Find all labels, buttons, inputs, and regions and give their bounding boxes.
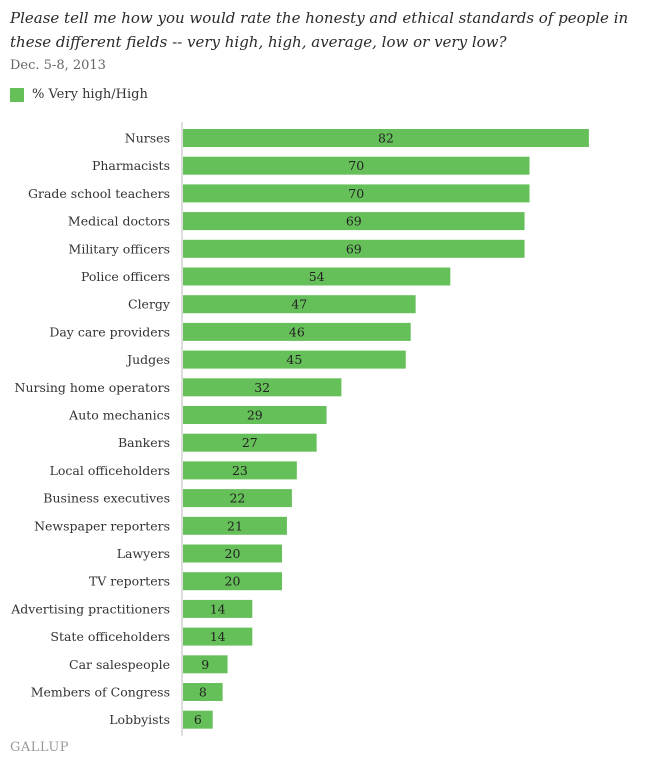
data-label: 23 xyxy=(232,463,248,478)
data-label: 20 xyxy=(225,574,241,589)
data-label: 46 xyxy=(289,324,305,339)
data-label: 14 xyxy=(210,601,226,616)
category-label: Members of Congress xyxy=(31,685,170,700)
data-label: 21 xyxy=(227,518,243,533)
category-label: Day care providers xyxy=(49,324,170,339)
bar xyxy=(183,516,287,535)
category-label: Military officers xyxy=(69,241,170,256)
bar xyxy=(183,129,589,147)
data-label: 47 xyxy=(291,297,307,312)
source-logo: GALLUP xyxy=(10,740,70,755)
bar xyxy=(183,378,342,397)
data-label: 8 xyxy=(199,685,207,700)
category-label: Nursing home operators xyxy=(15,380,171,395)
bar xyxy=(183,350,406,369)
bar xyxy=(183,406,327,424)
bar xyxy=(183,710,213,729)
data-label: 27 xyxy=(242,435,258,450)
category-label: Business executives xyxy=(43,491,170,506)
category-label: Medical doctors xyxy=(68,214,170,229)
bar xyxy=(183,212,525,231)
bar xyxy=(183,599,253,618)
bar xyxy=(183,322,411,341)
category-label: Local officeholders xyxy=(50,463,170,478)
bar xyxy=(183,239,525,258)
bar xyxy=(183,544,282,563)
category-label: Car salespeople xyxy=(69,657,170,672)
bar xyxy=(183,267,451,286)
bar xyxy=(183,184,530,203)
legend-swatch xyxy=(10,87,24,102)
category-label: Lobbyists xyxy=(109,712,170,727)
category-label: Pharmacists xyxy=(92,158,170,173)
data-label: 45 xyxy=(286,352,302,367)
bar xyxy=(183,461,297,480)
data-label: 70 xyxy=(348,158,364,173)
bar xyxy=(183,433,317,452)
bar xyxy=(183,627,253,646)
category-label: Police officers xyxy=(81,269,170,284)
data-label: 9 xyxy=(201,657,209,672)
bar xyxy=(183,295,416,314)
category-label: Nurses xyxy=(125,131,170,146)
category-label: State officeholders xyxy=(50,629,170,644)
legend: % Very high/High xyxy=(10,87,148,102)
bar xyxy=(183,156,530,175)
category-label: Advertising practitioners xyxy=(10,601,170,616)
legend-label: % Very high/High xyxy=(32,87,148,102)
data-label: 69 xyxy=(346,214,362,229)
data-label: 82 xyxy=(378,131,394,146)
category-label: Auto mechanics xyxy=(68,408,170,423)
data-label: 14 xyxy=(210,629,226,644)
data-label: 32 xyxy=(254,380,270,395)
data-label: 29 xyxy=(247,408,263,423)
data-label: 69 xyxy=(346,241,362,256)
category-label: Newspaper reporters xyxy=(34,518,170,533)
chart-title: Please tell me how you would rate the ho… xyxy=(10,9,629,51)
category-label: Bankers xyxy=(118,435,170,450)
data-label: 20 xyxy=(225,546,241,561)
bar xyxy=(183,655,228,674)
bar xyxy=(183,572,282,591)
category-label: Clergy xyxy=(128,297,171,312)
category-label: Lawyers xyxy=(117,546,170,561)
category-label: Grade school teachers xyxy=(28,186,170,201)
bar xyxy=(183,489,292,508)
data-label: 70 xyxy=(348,186,364,201)
data-label: 6 xyxy=(194,712,202,727)
category-label: TV reporters xyxy=(89,574,170,589)
category-label: Judges xyxy=(125,352,170,367)
data-label: 22 xyxy=(229,491,245,506)
bar xyxy=(183,683,223,701)
data-label: 54 xyxy=(309,269,325,284)
chart-subtitle: Dec. 5-8, 2013 xyxy=(10,58,106,73)
